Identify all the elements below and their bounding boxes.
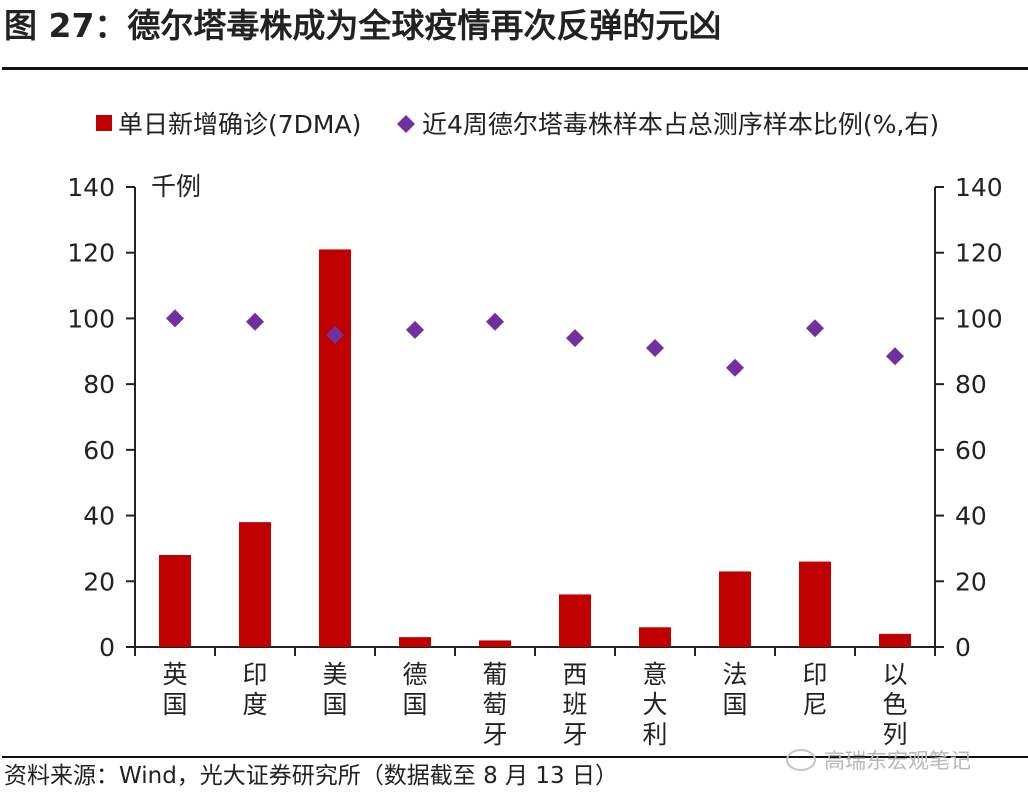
scatter-point (886, 347, 904, 366)
y-left-tick-label: 100 (67, 304, 115, 333)
y-left-tick-label: 40 (83, 502, 115, 531)
bar (479, 640, 511, 647)
scatter-point (646, 339, 664, 357)
scatter-point (246, 312, 264, 331)
scatter-point (566, 329, 584, 348)
bar (719, 571, 751, 647)
scatter-point (806, 319, 824, 338)
title-rule (2, 67, 1028, 70)
y-right-tick-label: 120 (955, 239, 1003, 268)
legend-scatter-swatch (397, 115, 415, 133)
source-note: 资料来源：Wind，光大证券研究所（数据截至 8 月 13 日） (4, 763, 618, 789)
y-right-tick-label: 140 (955, 173, 1003, 202)
legend-bar-swatch (96, 115, 112, 131)
x-category-label: 西班牙 (562, 660, 587, 749)
x-category-label: 以色列 (882, 660, 907, 749)
scatter-point (726, 358, 744, 377)
x-category-label: 意大利 (642, 660, 667, 749)
bar (879, 633, 911, 647)
bar (159, 555, 191, 647)
y-right-tick-label: 40 (955, 502, 987, 531)
x-category-label: 英国 (162, 660, 187, 719)
wechat-icon (786, 749, 816, 771)
bar (559, 594, 591, 647)
bar (799, 561, 831, 647)
legend-scatter-label: 近4周德尔塔毒株样本占总测序样本比例(%,右) (422, 110, 939, 139)
y-right-tick-label: 60 (955, 436, 987, 465)
figure-title: 图 27：德尔塔毒株成为全球疫情再次反弹的元凶 (4, 6, 722, 45)
bar (319, 249, 351, 647)
y-left-unit-label: 千例 (151, 172, 201, 201)
x-category-label: 印尼 (802, 660, 827, 719)
bar (639, 627, 671, 647)
y-left-tick-label: 120 (67, 239, 115, 268)
scatter-point (326, 325, 344, 344)
bar (239, 522, 271, 647)
source-rule (2, 756, 1028, 758)
y-left-tick-label: 20 (83, 567, 115, 596)
chart: 0 20 40 60 80 100 120 140 0 20 40 60 80 100 120 140 千例英国… (67, 110, 1003, 749)
scatter-point (166, 309, 184, 328)
scatter-point (486, 312, 504, 331)
x-category-label: 德国 (402, 660, 427, 719)
watermark: 高瑞东宏观笔记 (786, 744, 971, 778)
legend-bar-label: 单日新增确诊(7DMA) (118, 110, 361, 139)
x-category-label: 印度 (242, 660, 267, 719)
scatter-point (406, 320, 424, 339)
y-right-tick-label: 100 (955, 304, 1003, 333)
y-right-tick-label: 0 (955, 633, 971, 662)
bar (399, 637, 431, 647)
y-right-tick-label: 20 (955, 567, 987, 596)
y-left-tick-label: 0 (99, 633, 115, 662)
x-category-label: 美国 (322, 660, 347, 719)
x-category-label: 法国 (722, 660, 747, 719)
y-right-tick-label: 80 (955, 370, 987, 399)
x-category-label: 葡萄牙 (482, 660, 507, 749)
y-left-tick-label: 140 (67, 173, 115, 202)
watermark-text: 高瑞东宏观笔记 (824, 749, 971, 773)
y-left-tick-label: 60 (83, 436, 115, 465)
y-left-tick-label: 80 (83, 370, 115, 399)
